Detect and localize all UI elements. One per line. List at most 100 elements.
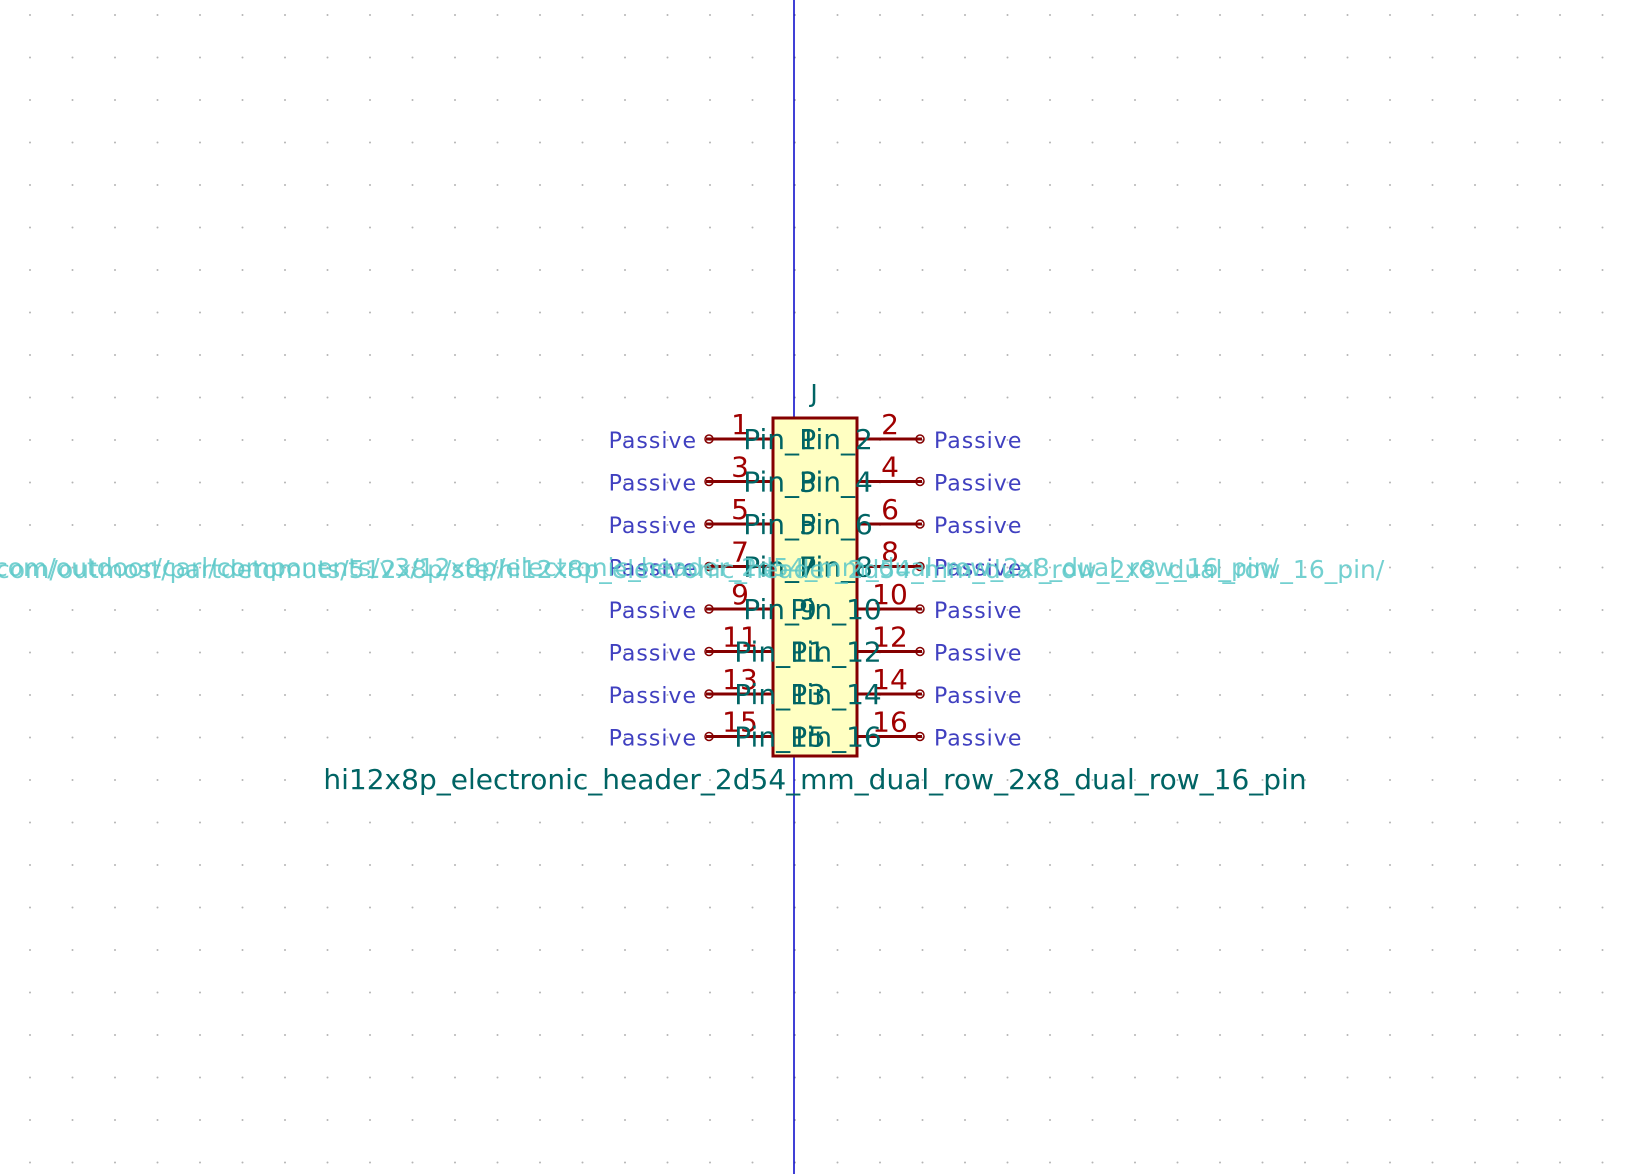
grid-dot <box>284 864 286 866</box>
grid-dot <box>1431 184 1434 186</box>
grid-dot <box>751 396 754 399</box>
grid-dot <box>1346 354 1349 356</box>
grid-dot <box>1176 439 1179 441</box>
grid-dot <box>1304 141 1306 144</box>
pin-13[interactable]: 13 Passive <box>609 663 773 709</box>
grid-dot <box>1006 141 1009 144</box>
pin-16[interactable]: 16 Passive <box>857 706 1022 752</box>
pin-7[interactable]: 7 Passive <box>609 536 773 582</box>
pin-number: 16 <box>872 706 908 739</box>
grid-dot <box>114 736 116 739</box>
grid-dot <box>1134 1076 1136 1079</box>
component-body[interactable] <box>771 416 859 758</box>
pin-15[interactable]: 15 Passive <box>609 706 773 752</box>
grid-dot <box>454 821 456 824</box>
grid-dot <box>1431 141 1434 144</box>
grid-dot <box>114 14 116 16</box>
grid-dot <box>411 991 414 994</box>
grid-dot <box>1559 354 1561 356</box>
pin-name: Pin_15 <box>734 721 825 754</box>
grid-dot <box>1346 99 1349 101</box>
grid-dot <box>284 949 286 951</box>
grid-dot <box>1346 694 1349 696</box>
grid-dot <box>879 864 881 866</box>
reference-designator[interactable]: J <box>808 379 817 408</box>
grid-dot <box>1601 226 1604 229</box>
pin-8[interactable]: 8 Passive <box>857 536 1022 582</box>
grid-dot <box>879 56 881 59</box>
grid-dot <box>411 99 414 101</box>
grid-dot <box>539 311 541 314</box>
pin-6[interactable]: 6 Passive <box>857 493 1022 539</box>
grid-dot <box>1431 226 1434 229</box>
grid-dot <box>666 56 669 59</box>
grid-dot <box>1176 1161 1179 1164</box>
pin-5[interactable]: 5 Passive <box>609 493 773 539</box>
grid-dot <box>624 779 626 781</box>
grid-dot <box>369 864 371 866</box>
grid-dot <box>1389 141 1391 144</box>
grid-dot <box>284 269 286 271</box>
grid-dot <box>496 439 499 441</box>
grid-dot <box>1346 524 1349 526</box>
pin-3[interactable]: 3 Passive <box>609 451 773 497</box>
grid-dot <box>751 779 754 781</box>
grid-dot <box>1219 991 1221 994</box>
grid-dot <box>199 226 201 229</box>
component-value[interactable]: hi12x8p_electronic_header_2d54_mm_dual_r… <box>323 763 1306 796</box>
grid-dot <box>71 226 74 229</box>
grid-dot <box>1346 1161 1349 1164</box>
grid-dot <box>1261 906 1264 909</box>
grid-dot <box>496 99 499 101</box>
pin-2[interactable]: 2 Passive <box>857 408 1022 454</box>
grid-dot <box>1176 949 1179 951</box>
grid-dot <box>921 1034 924 1036</box>
grid-dot <box>411 779 414 781</box>
grid-dot <box>496 694 499 696</box>
grid-dot <box>964 1034 966 1036</box>
grid-dot <box>964 694 966 696</box>
grid-dot <box>666 481 669 484</box>
pin-4[interactable]: 4 Passive <box>857 451 1022 497</box>
grid-dot <box>1346 779 1349 781</box>
grid-dot <box>751 56 754 59</box>
grid-dot <box>539 269 541 271</box>
grid-dot <box>369 1076 371 1079</box>
grid-dot <box>411 56 414 59</box>
grid-dot <box>1304 396 1306 399</box>
grid-dot <box>284 396 286 399</box>
grid-dot <box>326 99 329 101</box>
pin-14[interactable]: 14 Passive <box>857 663 1022 709</box>
pin-1[interactable]: 1 Passive <box>609 408 773 454</box>
grid-dot <box>836 1076 839 1079</box>
grid-dot <box>1346 736 1349 739</box>
grid-dot <box>454 524 456 526</box>
grid-dot <box>1601 779 1604 781</box>
grid-dot <box>284 906 286 909</box>
grid-dot <box>454 694 456 696</box>
pin-10[interactable]: 10 Passive <box>857 578 1022 624</box>
pin-11[interactable]: 11 Passive <box>609 621 773 667</box>
grid-dot <box>709 14 711 16</box>
grid-dot <box>1474 566 1476 569</box>
grid-dot <box>1389 694 1391 696</box>
grid-dot <box>1346 1034 1349 1036</box>
grid-dot <box>751 991 754 994</box>
pin-9[interactable]: 9 Passive <box>609 578 773 624</box>
grid-dot <box>1474 906 1476 909</box>
grid-dot <box>1516 736 1519 739</box>
grid-dot <box>581 481 584 484</box>
grid-dot <box>369 354 371 356</box>
grid-dot <box>539 906 541 909</box>
grid-dot <box>411 184 414 186</box>
grid-dot <box>29 864 31 866</box>
grid-dot <box>964 481 966 484</box>
grid-dot <box>114 949 116 951</box>
grid-dot <box>539 991 541 994</box>
grid-dot <box>114 226 116 229</box>
grid-dot <box>1091 1034 1094 1036</box>
pin-12[interactable]: 12 Passive <box>857 621 1022 667</box>
pin-name: Pin_1 <box>743 423 817 456</box>
